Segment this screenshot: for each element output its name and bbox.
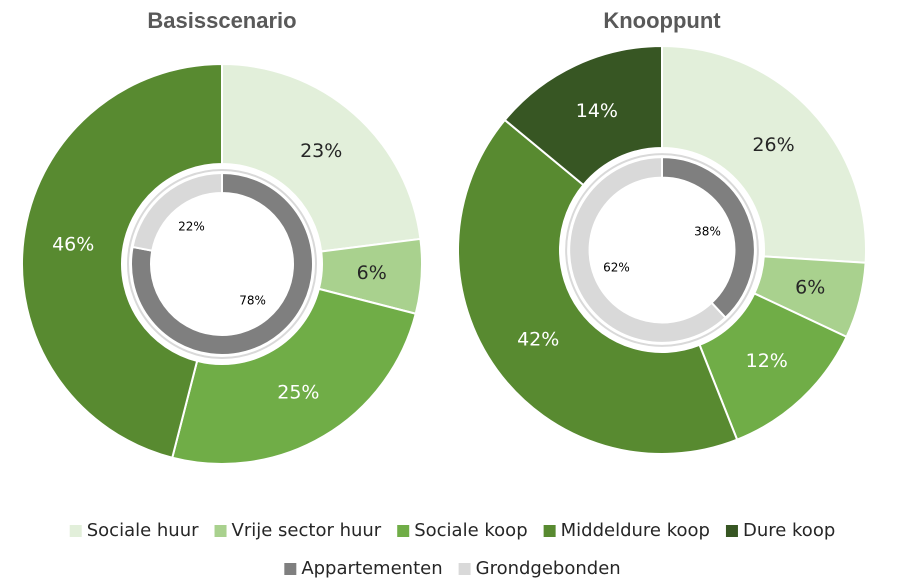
legend-label: Middeldure koop [561, 520, 710, 541]
chart-title: Knooppunt [603, 8, 721, 33]
data-label: 26% [752, 134, 794, 156]
segment [568, 156, 727, 344]
legend-row: Appartementen Grondgebonden [284, 558, 621, 579]
legend-swatch [284, 563, 297, 575]
segment [130, 171, 314, 356]
data-label: 78% [239, 293, 266, 307]
segment [661, 44, 867, 264]
legend-swatch [214, 525, 227, 537]
segment [131, 171, 223, 252]
data-label: 22% [178, 220, 205, 234]
data-label: 14% [576, 100, 618, 122]
legend-label: Sociale koop [414, 520, 527, 541]
data-label: 6% [357, 262, 387, 284]
segment [503, 44, 663, 187]
legend-swatch [397, 525, 410, 537]
data-label: 6% [795, 277, 825, 299]
inner-ring-border [565, 153, 759, 347]
legend-label: Vrije sector huur [232, 520, 382, 541]
legend-swatch [458, 563, 471, 575]
segment [171, 287, 417, 465]
data-label: 62% [603, 261, 630, 275]
legend-swatch [543, 525, 556, 537]
legend-label: Dure koop [743, 520, 835, 541]
legend-label: Grondgebonden [476, 558, 621, 579]
data-label: 38% [694, 224, 721, 238]
legend-label: Sociale huur [87, 520, 199, 541]
legend-label: Appartementen [301, 558, 442, 579]
legend-swatch [69, 525, 82, 537]
data-label: 46% [52, 234, 94, 256]
data-label: 12% [746, 350, 788, 372]
inner-ring-border [127, 169, 317, 359]
data-label: 42% [517, 328, 559, 350]
segment [457, 118, 739, 455]
legend-row: Sociale huur Vrije sector huur Sociale koo… [69, 520, 835, 541]
data-label: 23% [300, 140, 342, 162]
data-label: 25% [277, 382, 319, 404]
chart-title: Basisscenario [147, 8, 296, 33]
legend-swatch [725, 525, 738, 537]
segment [221, 62, 422, 253]
segment [21, 62, 223, 459]
